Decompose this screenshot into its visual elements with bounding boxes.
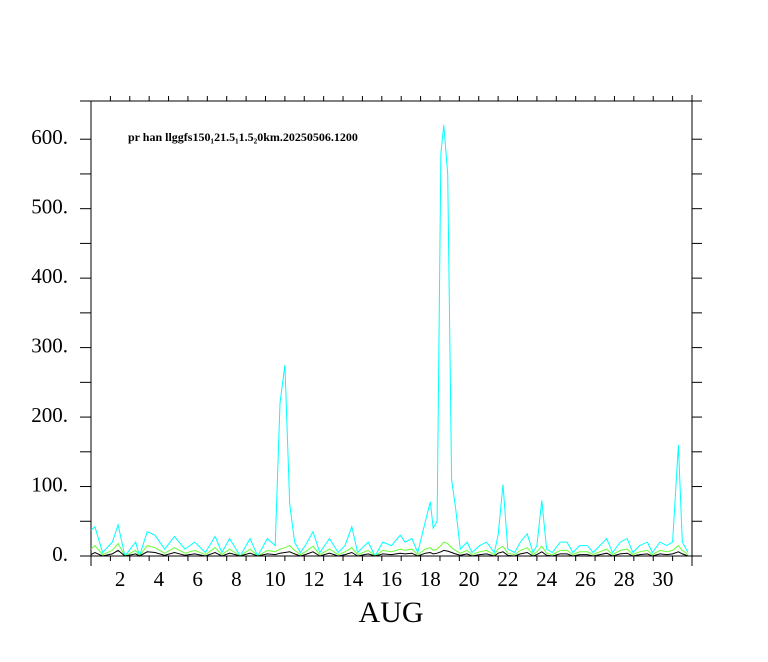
y-tick-label: 400.: [31, 264, 68, 288]
y-tick-label: 500.: [31, 194, 68, 218]
x-tick-label: 12: [303, 567, 324, 591]
y-tick-label: 0.: [52, 542, 68, 566]
y-tick-label: 200.: [31, 403, 68, 427]
x-tick-label: 20: [459, 567, 480, 591]
x-tick-label: 8: [231, 567, 242, 591]
chart-title: pr han llggfs150₁21.5₁1.5₂0km.20250506.1…: [128, 130, 358, 144]
series-line: [90, 125, 689, 558]
x-tick-label: 30: [652, 567, 673, 591]
y-tick-label: 100.: [31, 472, 68, 496]
y-tick-label: 300.: [31, 333, 68, 357]
x-tick-label: 24: [536, 567, 558, 591]
x-tick-label: 4: [154, 567, 165, 591]
x-tick-label: 22: [497, 567, 518, 591]
x-tick-label: 28: [614, 567, 635, 591]
x-tick-label: 18: [420, 567, 441, 591]
x-tick-label: 16: [381, 567, 402, 591]
x-tick-label: 6: [192, 567, 203, 591]
series-line: [90, 541, 689, 557]
x-tick-label: 14: [342, 567, 364, 591]
x-tick-label: 2: [115, 567, 126, 591]
x-tick-label: 10: [265, 567, 286, 591]
y-tick-label: 600.: [31, 125, 68, 149]
x-tick-label: 26: [575, 567, 596, 591]
x-axis-label: AUG: [359, 596, 424, 629]
series-line: [90, 549, 689, 557]
